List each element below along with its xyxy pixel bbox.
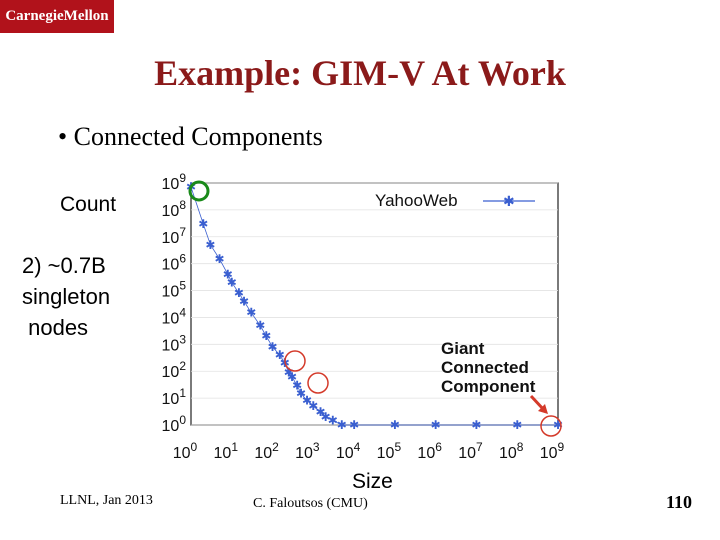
data-point: ✱ [321, 410, 331, 424]
red-highlight-circle-2 [307, 372, 329, 394]
y-axis-label: Count [60, 193, 117, 216]
data-point: ✱ [553, 418, 563, 432]
footer-author: C. Faloutsos (CMU) [253, 496, 368, 511]
data-point: ✱ [287, 370, 297, 384]
data-point: ✱ [302, 394, 312, 408]
slide-title: Example: GIM-V At Work [154, 53, 566, 93]
footer-venue: LLNL, Jan 2013 [60, 493, 153, 508]
x-tick-label: 102 [254, 440, 279, 462]
y-tick-label: 107 [162, 225, 187, 247]
red-highlight-circle-giant [540, 415, 562, 437]
series-line [190, 187, 558, 426]
legend: YahooWeb ✱ [375, 191, 535, 210]
x-tick-label: 100 [173, 440, 198, 462]
x-tick-label: 106 [417, 440, 442, 462]
y-tick-labels: 100 101 102 103 104 105 106 107 108 109 [162, 171, 187, 435]
y-tick-label: 103 [162, 332, 187, 354]
singleton-note: 2) ~0.7B singleton nodes [22, 250, 110, 343]
data-point: ✱ [239, 294, 249, 308]
log-log-chart: 100 101 102 103 104 105 106 107 108 109 100 101 102… [162, 171, 565, 462]
data-point: ✱ [512, 418, 522, 432]
data-point: ✱ [315, 405, 325, 419]
y-tick-label: 100 [162, 413, 187, 435]
data-point: ✱ [261, 329, 271, 343]
data-point: ✱ [234, 286, 244, 300]
y-tick-label: 106 [162, 252, 187, 274]
x-tick-label: 107 [458, 440, 483, 462]
data-point: ✱ [390, 418, 400, 432]
data-point: ✱ [328, 413, 338, 427]
arrow-head-icon [538, 404, 548, 414]
data-point: ✱ [268, 340, 278, 354]
x-tick-label: 104 [336, 440, 361, 462]
data-point: ✱ [275, 348, 285, 362]
data-point: ✱ [205, 238, 215, 252]
note-line-3: nodes [22, 315, 89, 340]
giant-label-line-3: Component [441, 377, 536, 396]
y-tick-label: 108 [162, 198, 187, 220]
x-axis-label: Size [352, 470, 393, 493]
y-tick-label: 102 [162, 359, 187, 381]
series-points: ✱✱✱✱✱✱✱✱✱✱✱✱✱✱✱✱✱✱✱✱✱✱✱✱ ✱ ✱ ✱ ✱ ✱ ✱ [186, 180, 563, 432]
data-point: ✱ [198, 217, 208, 231]
green-highlight-circle [188, 180, 210, 202]
y-tick-label: 105 [162, 279, 187, 301]
red-highlight-circle-1 [284, 350, 306, 372]
page-number: 110 [666, 492, 693, 512]
note-line-1: 2) ~0.7B [22, 253, 106, 278]
legend-label: YahooWeb [375, 191, 458, 210]
x-tick-label: 101 [214, 440, 239, 462]
bullet-connected-components: • Connected Components [58, 122, 323, 151]
data-point: ✱ [349, 418, 359, 432]
data-point: ✱ [471, 418, 481, 432]
giant-label-line-1: Giant [441, 339, 485, 358]
plot-frame [190, 182, 559, 426]
data-point: ✱ [214, 252, 224, 266]
x-tick-label: 103 [295, 440, 320, 462]
data-point: ✱ [337, 418, 347, 432]
y-tick-label: 104 [162, 305, 187, 327]
note-line-2: singleton [22, 284, 111, 309]
x-tick-labels: 100 101 102 103 104 105 106 107 108 109 [173, 440, 565, 462]
data-point: ✱ [292, 378, 302, 392]
legend-marker: ✱ [503, 193, 515, 209]
x-tick-label: 105 [377, 440, 402, 462]
cmu-logo: CarnegieMellon [0, 0, 114, 33]
data-point: ✱ [227, 275, 237, 289]
data-point: ✱ [284, 365, 294, 379]
data-point: ✱ [308, 399, 318, 413]
giant-component-label: Giant Connected Component [441, 339, 536, 396]
data-point: ✱ [223, 267, 233, 281]
data-point: ✱ [431, 418, 441, 432]
y-tick-label: 101 [162, 386, 187, 408]
giant-label-line-2: Connected [441, 358, 529, 377]
data-point: ✱ [246, 306, 256, 320]
data-point: ✱ [255, 319, 265, 333]
y-tick-label: 109 [162, 171, 187, 193]
data-point: ✱ [296, 386, 306, 400]
x-tick-label: 109 [540, 440, 565, 462]
x-tick-label: 108 [499, 440, 524, 462]
